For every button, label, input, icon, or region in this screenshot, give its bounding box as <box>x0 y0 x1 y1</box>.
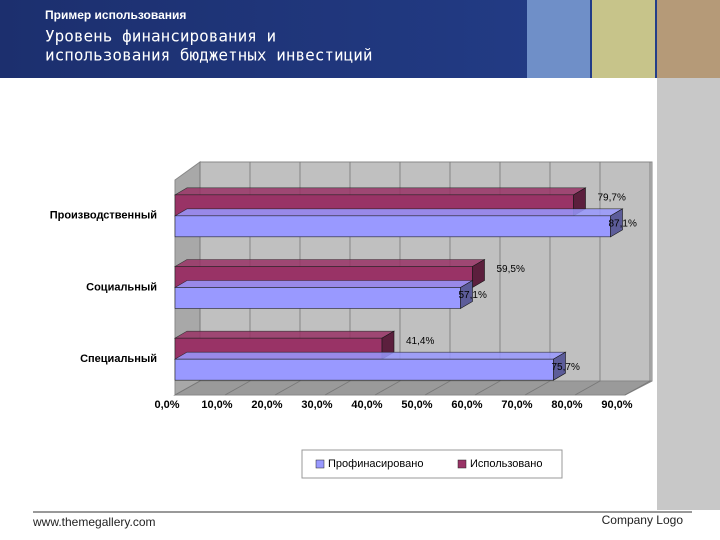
header-image <box>592 0 655 78</box>
x-tick-label: 0,0% <box>154 399 179 411</box>
data-label: 41,4% <box>406 336 434 347</box>
bar-front <box>174 287 461 309</box>
bar <box>173 279 474 310</box>
bar-top <box>173 187 587 196</box>
x-tick-label: 50,0% <box>401 399 432 411</box>
bar-top <box>173 280 474 288</box>
y-tick-label: Специальный <box>80 353 157 365</box>
data-label: 75,7% <box>552 362 580 373</box>
bar-front <box>174 358 554 381</box>
y-tick-label: Производственный <box>50 210 157 222</box>
x-tick-label: 40,0% <box>351 399 382 411</box>
bar-side <box>460 279 473 310</box>
x-tick-label: 10,0% <box>201 399 232 411</box>
header-image <box>527 0 590 78</box>
x-tick-label: 90,0% <box>601 399 632 411</box>
y-tick-label: Социальный <box>86 281 157 293</box>
bar-top <box>173 259 486 267</box>
header-image <box>657 0 720 78</box>
kicker: Пример использования <box>45 8 186 22</box>
title: Уровень финансирования и <box>45 27 276 46</box>
legend <box>301 449 563 479</box>
bar-side <box>553 351 566 381</box>
legend-swatch <box>315 459 325 469</box>
x-tick-label: 80,0% <box>551 399 582 411</box>
legend-swatch <box>457 459 467 469</box>
legend-label: Использовано <box>470 458 542 470</box>
footer-url: www.themegallery.com <box>32 515 155 529</box>
x-tick-label: 30,0% <box>301 399 332 411</box>
bar-top <box>173 208 624 217</box>
data-label: 59,5% <box>497 264 525 275</box>
side-strip <box>657 78 720 510</box>
legend-label: Профинасировано <box>328 458 423 470</box>
bar <box>173 351 567 381</box>
bar-top <box>173 330 396 339</box>
data-label: 57,1% <box>459 290 487 301</box>
data-label: 79,7% <box>598 192 626 203</box>
footer-logo: Company Logo <box>602 513 684 527</box>
bar <box>173 208 624 238</box>
bar-front <box>174 215 611 238</box>
x-tick-label: 20,0% <box>251 399 282 411</box>
title: использования бюджетных инвестиций <box>45 46 373 65</box>
data-label: 87,1% <box>609 218 637 229</box>
bar-side <box>610 208 623 238</box>
x-tick-label: 60,0% <box>451 399 482 411</box>
grid-line <box>624 162 651 396</box>
bar-top <box>173 351 567 360</box>
x-tick-label: 70,0% <box>501 399 532 411</box>
